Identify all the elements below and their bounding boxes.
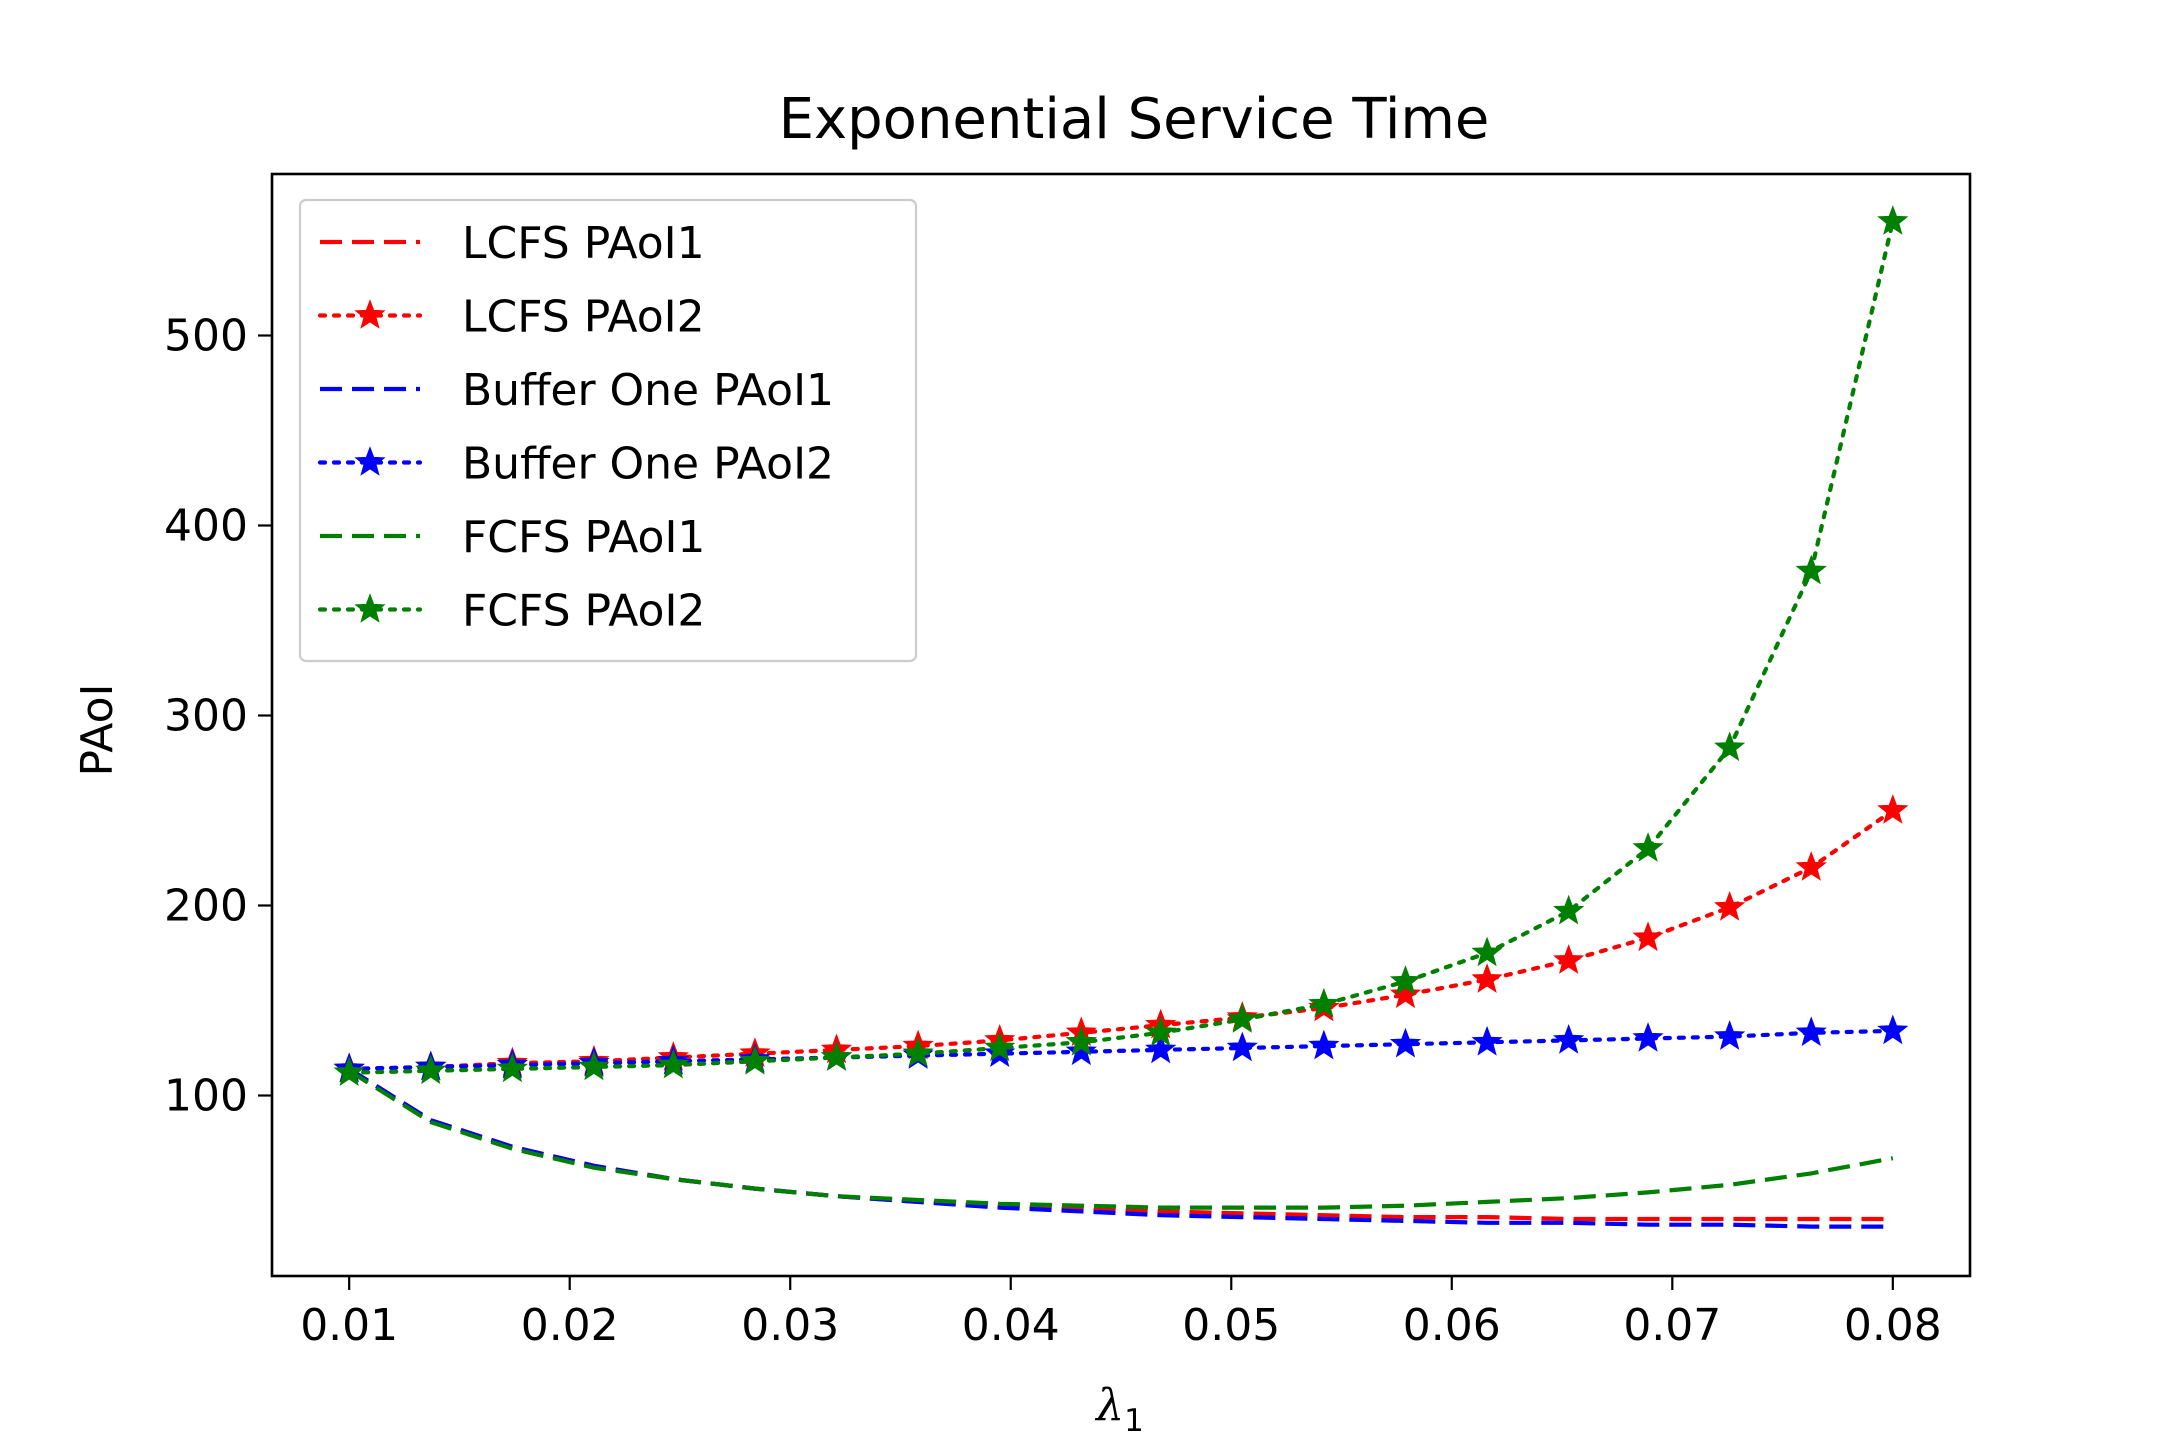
x-tick-label: 0.03: [741, 1300, 839, 1351]
data-point: [820, 1041, 853, 1071]
data-point: [984, 1031, 1016, 1062]
legend-item: Buffer One PAoI2: [317, 439, 834, 490]
legend-item: LCFS PAoI2: [317, 292, 705, 343]
series-line: [347, 219, 1895, 1075]
legend-marker: [354, 593, 386, 623]
legend-frame: [298, 198, 918, 663]
data-point: [1795, 851, 1827, 881]
y-axis: 100 200 300 400 500: [164, 311, 272, 1122]
legend-label: LCFS PAoI2: [462, 292, 705, 343]
data-point: [1795, 554, 1827, 585]
legend-label: Buffer One PAoI2: [462, 439, 834, 490]
data-point: [1795, 1016, 1827, 1047]
y-tick-label: 200: [164, 881, 248, 932]
x-tick-label: 0.06: [1403, 1300, 1501, 1351]
data-point: [902, 1037, 934, 1067]
data-point: [1714, 731, 1746, 762]
data-point: [657, 1048, 689, 1079]
x-tick-label: 0.07: [1623, 1300, 1721, 1351]
data-point: [1714, 1020, 1746, 1050]
data-point: [1065, 1035, 1097, 1066]
legend-marker: [354, 299, 386, 329]
data-point: [1877, 1014, 1909, 1045]
data-point: [1308, 987, 1340, 1018]
legend-label: FCFS PAoI2: [462, 586, 705, 637]
x-tick-label: 0.08: [1844, 1300, 1942, 1351]
series-line: [347, 808, 1895, 1071]
data-point: [1632, 832, 1664, 862]
data-point: [739, 1044, 771, 1075]
x-tick-label: 0.02: [521, 1300, 619, 1351]
x-tick-label: 0.04: [962, 1300, 1060, 1351]
data-point: [415, 1054, 447, 1085]
data-point: [1226, 1003, 1258, 1033]
y-axis-label: PAoI: [72, 684, 123, 777]
data-point: [1389, 1027, 1422, 1058]
legend-label: Buffer One PAoI1: [462, 365, 834, 416]
legend-label: LCFS PAoI1: [462, 218, 705, 269]
data-point: [578, 1050, 610, 1081]
data-point: [333, 1056, 365, 1086]
x-tick-label: 0.01: [300, 1300, 398, 1351]
x-tick-label: 0.05: [1182, 1300, 1280, 1351]
data-point: [1389, 978, 1422, 1009]
data-point: [1553, 1023, 1585, 1054]
data-point: [1632, 921, 1664, 952]
data-point: [496, 1052, 528, 1083]
data-point: [1145, 1033, 1177, 1064]
x-axis-label-subscript: 1: [1124, 1403, 1144, 1439]
y-tick-label: 400: [164, 501, 248, 552]
data-point: [1471, 1025, 1503, 1056]
legend-item: FCFS PAoI1: [320, 512, 705, 563]
y-tick-label: 300: [164, 691, 248, 742]
plot-border: [270, 172, 1972, 1278]
legend-marker: [354, 446, 386, 476]
series-fcfs-paoi2: [333, 205, 1909, 1086]
y-tick-label: 500: [164, 311, 248, 362]
data-point: [1065, 1025, 1097, 1056]
legend-label: FCFS PAoI1: [462, 512, 705, 563]
legend: LCFS PAoI1 LCFS PAoI2 Buffer One PAoI1 Buff…: [298, 198, 918, 663]
data-point: [1553, 894, 1585, 925]
y-tick-label: 100: [164, 1071, 248, 1122]
data-point: [1471, 963, 1503, 993]
data-point: [1714, 890, 1746, 921]
chart-title: Exponential Service Time: [779, 87, 1490, 152]
legend-item: Buffer One PAoI1: [320, 365, 834, 416]
data-point: [1877, 794, 1909, 824]
data-point: [1226, 1031, 1258, 1062]
data-point: [1308, 1029, 1340, 1060]
legend-item: FCFS PAoI2: [317, 586, 705, 637]
data-point: [1145, 1016, 1177, 1047]
data-point: [1389, 965, 1422, 995]
legend-item: LCFS PAoI1: [320, 218, 705, 269]
data-point: [1471, 936, 1503, 967]
series-layer: [333, 205, 1909, 1229]
data-point: [1632, 1022, 1664, 1052]
x-axis: 0.01 0.02 0.03 0.04 0.05 0.06 0.07 0.08: [300, 1276, 1942, 1351]
data-point: [1553, 944, 1585, 974]
data-point: [1877, 205, 1909, 235]
x-axis-label-symbol: λ: [1094, 1380, 1124, 1431]
x-axis-label: λ1: [1094, 1380, 1144, 1439]
